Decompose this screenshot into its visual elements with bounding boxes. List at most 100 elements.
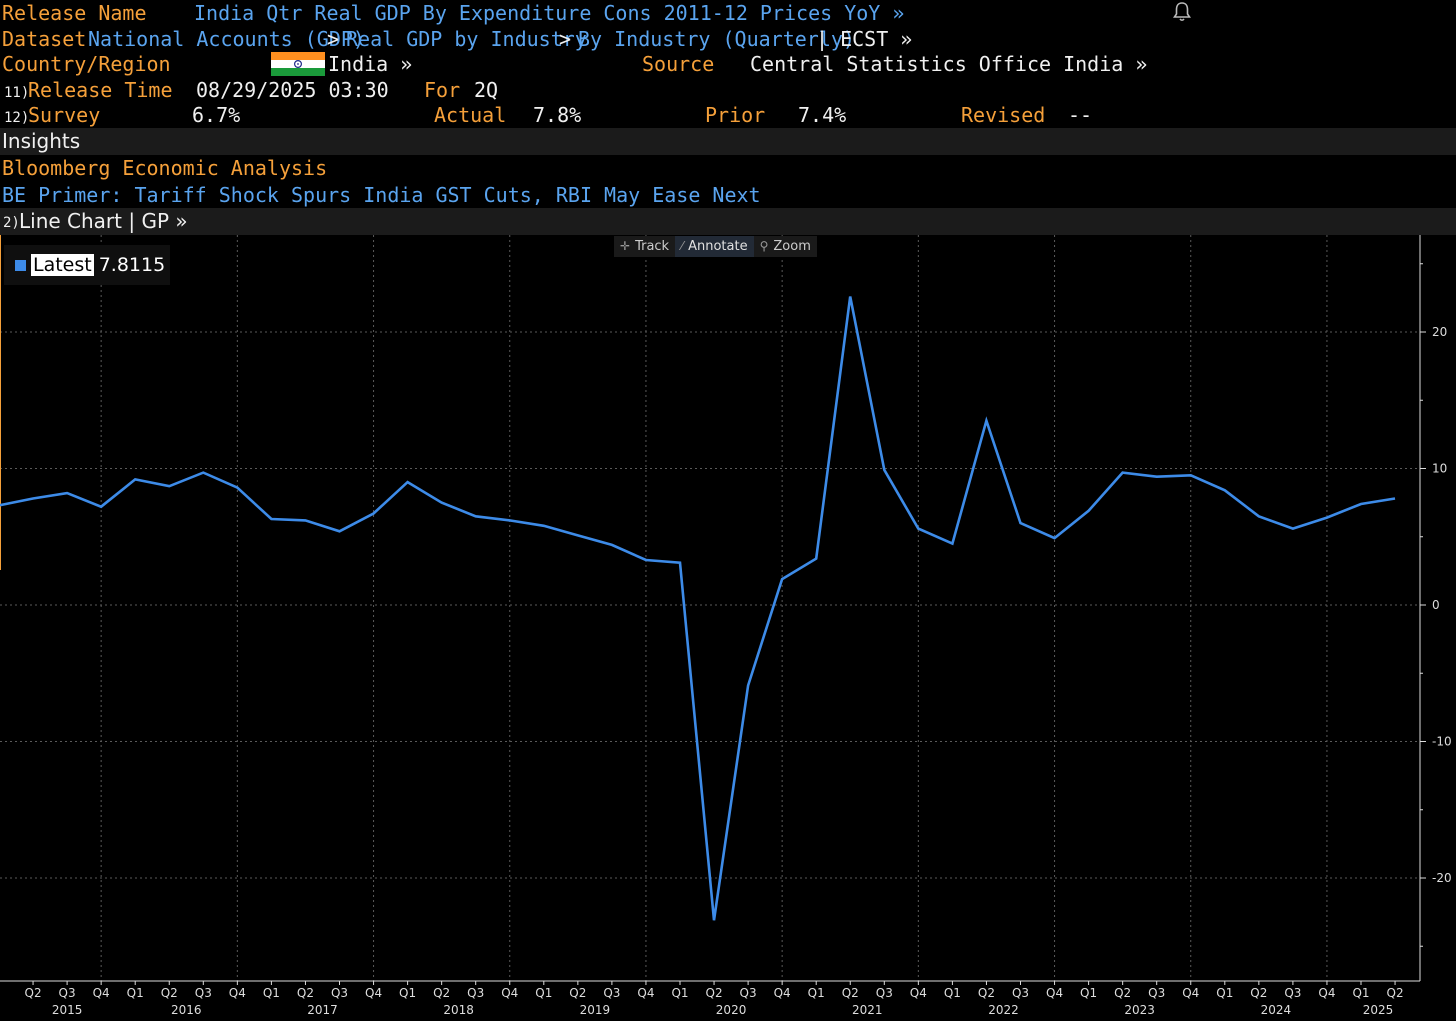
dataset-ticker[interactable]: | ECST » [816,27,913,51]
x-tick-label: Q2 [297,986,314,1000]
zoom-label: Zoom [773,239,811,254]
dataset-path-real-gdp[interactable]: Real GDP by Industry [346,27,587,51]
x-tick-label: Q4 [1318,986,1335,1000]
x-tick-label: Q2 [1114,986,1131,1000]
x-tick-label: Q4 [501,986,518,1000]
y-tick-label: 10 [1432,462,1447,476]
prior-label: Prior [705,103,766,127]
x-tick-label: Q3 [876,986,893,1000]
y-tick-label: 0 [1432,598,1440,612]
be-primer-article-link[interactable]: BE Primer: Tariff Shock Spurs India GST … [2,183,761,207]
y-tick-label: 20 [1432,325,1447,339]
x-year-label: 2022 [988,1003,1019,1017]
chart-section-number[interactable]: 2) [3,215,20,231]
india-flag-icon [271,52,325,76]
insights-bar: Insights [0,128,1456,155]
x-tick-label: Q2 [706,986,723,1000]
revised-label: Revised [961,103,1046,127]
country-value[interactable]: India » [328,52,413,76]
crosshair-icon: ✛ [620,239,631,253]
bell-icon[interactable] [1172,1,1192,23]
legend-swatch [15,259,26,271]
x-year-label: 2021 [852,1003,883,1017]
release-time-number[interactable]: 11) [4,85,30,101]
for-value: 2Q [474,78,499,102]
prior-value: 7.4% [798,103,847,127]
x-tick-label: Q4 [1182,986,1199,1000]
release-name-link[interactable]: India Qtr Real GDP By Expenditure Cons 2… [194,1,905,25]
x-tick-label: Q1 [535,986,552,1000]
x-tick-label: Q1 [808,986,825,1000]
x-tick-label: Q1 [263,986,280,1000]
x-tick-label: Q3 [467,986,484,1000]
x-tick-label: Q3 [1012,986,1029,1000]
chart-section-bar: 2) Line Chart | GP » [0,208,1456,235]
actual-label: Actual [434,103,507,127]
x-tick-label: Q4 [93,986,110,1000]
x-year-label: 2018 [443,1003,474,1017]
release-name-label: Release Name [2,1,147,25]
x-tick-label: Q2 [1250,986,1267,1000]
dataset-path-national-accounts[interactable]: National Accounts (GDP) [88,27,365,51]
x-tick-label: Q3 [603,986,620,1000]
y-tick-label: -10 [1432,735,1452,749]
x-tick-label: Q2 [1387,986,1404,1000]
x-tick-label: Q4 [229,986,246,1000]
x-tick-label: Q3 [1284,986,1301,1000]
breadcrumb-separator: > [327,27,340,51]
x-tick-label: Q2 [978,986,995,1000]
x-tick-label: Q3 [195,986,212,1000]
x-tick-label: Q1 [127,986,144,1000]
x-year-label: 2023 [1124,1003,1155,1017]
series-line-latest[interactable] [0,296,1396,921]
x-tick-label: Q2 [433,986,450,1000]
x-tick-label: Q2 [161,986,178,1000]
x-year-label: 2025 [1363,1003,1394,1017]
zoom-button[interactable]: ⚲ Zoom [754,236,817,257]
country-label: Country/Region [2,52,171,76]
pencil-icon: ⁄ [681,239,684,253]
x-tick-label: Q1 [1216,986,1233,1000]
actual-value: 7.8% [533,103,582,127]
x-tick-label: Q4 [637,986,654,1000]
for-label: For [424,78,461,102]
source-value[interactable]: Central Statistics Office India » [750,52,1148,76]
x-tick-label: Q2 [842,986,859,1000]
x-tick-label: Q3 [1148,986,1165,1000]
source-label: Source [642,52,715,76]
x-year-label: 2016 [171,1003,202,1017]
line-chart[interactable]: 20 10 0 -10 -20 Q2 Q3 Q4 Q1 Q2 Q3 Q4 Q1 Q2 Q3 Q4 Q1 Q2 Q3 Q… [0,235,1456,1021]
x-tick-label: Q2 [569,986,586,1000]
legend-label: Latest [31,254,94,276]
annotate-button[interactable]: ⁄ Annotate [675,236,754,257]
x-tick-label: Q1 [1080,986,1097,1000]
revised-value: -- [1068,103,1093,127]
survey-number[interactable]: 12) [4,110,30,126]
legend-value: 7.8115 [98,254,166,276]
x-tick-label: Q4 [910,986,927,1000]
dataset-label: Dataset [2,27,87,51]
x-tick-label: Q1 [1352,986,1369,1000]
survey-label: Survey [28,103,101,127]
dataset-path-by-industry[interactable]: By Industry (Quarterly) [578,27,855,51]
release-time-label: Release Time [28,78,173,102]
x-tick-label: Q4 [774,986,791,1000]
x-year-label: 2024 [1261,1003,1292,1017]
x-tick-label: Q3 [331,986,348,1000]
x-year-label: 2017 [307,1003,338,1017]
chart-toolbar: ✛ Track ⁄ Annotate ⚲ Zoom [614,236,817,257]
chart-legend[interactable]: Latest 7.8115 [4,245,170,285]
chart-section-title[interactable]: Line Chart | GP » [19,209,188,233]
track-button[interactable]: ✛ Track [614,236,675,257]
breadcrumb-separator: > [559,27,572,51]
x-year-label: 2019 [580,1003,611,1017]
insights-title: Insights [2,129,81,153]
x-tick-label: Q1 [399,986,416,1000]
annotate-label: Annotate [688,239,748,254]
x-tick-label: Q4 [1046,986,1063,1000]
x-tick-label: Q3 [59,986,76,1000]
release-time-value: 08/29/2025 03:30 [196,78,389,102]
x-year-label: 2015 [52,1003,83,1017]
track-label: Track [635,239,670,254]
x-tick-label: Q1 [671,986,688,1000]
